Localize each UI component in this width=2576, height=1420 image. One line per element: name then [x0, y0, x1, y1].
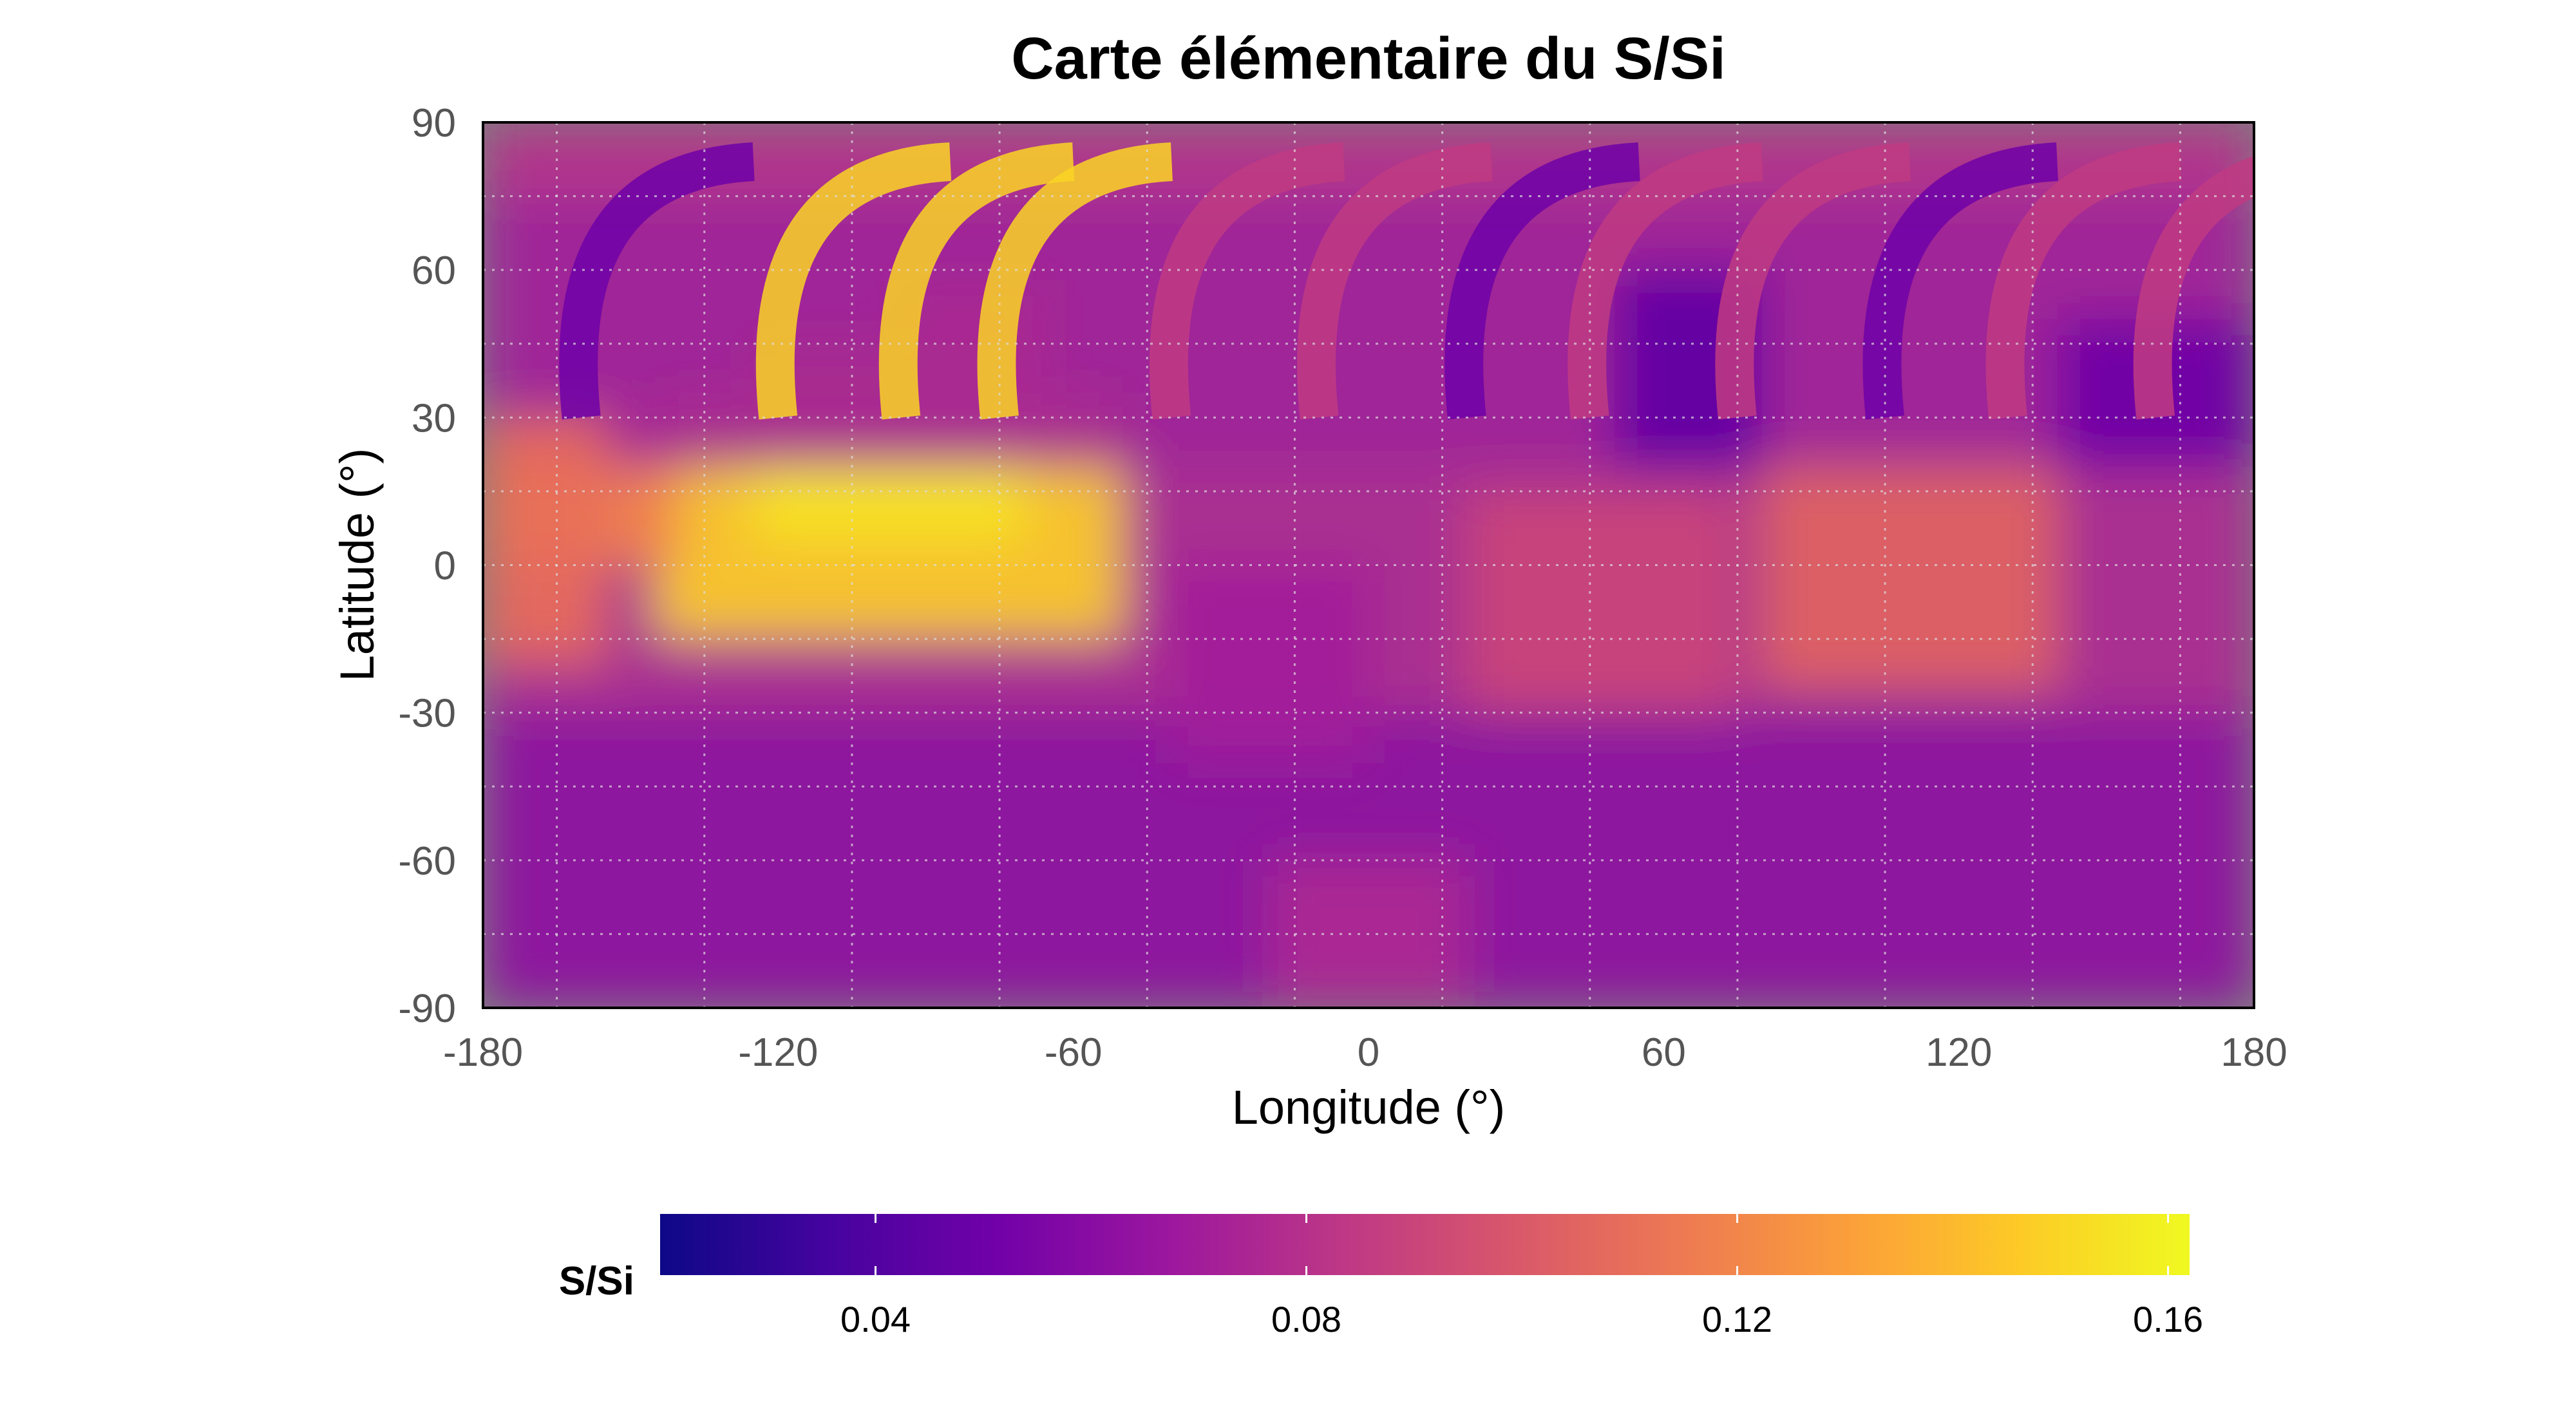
x-tick-label: 120 — [1926, 1030, 1992, 1075]
y-tick-label: 0 — [434, 544, 456, 589]
data-region — [483, 417, 606, 664]
orbit-track — [1149, 142, 1345, 420]
colorbar-tick-label: 0.12 — [1702, 1299, 1772, 1340]
colorbar: 0.04 0.08 0.12 0.16 S/Si — [559, 1214, 2203, 1340]
x-axis-label: Longitude (°) — [1232, 1081, 1506, 1134]
y-tick-label: 30 — [412, 396, 456, 440]
x-tick-label: -60 — [1045, 1030, 1103, 1075]
data-region — [1762, 466, 2058, 688]
plot-area — [483, 122, 2254, 1008]
orbit-track — [1297, 142, 1493, 420]
orbit-track — [2133, 156, 2254, 420]
data-region — [1171, 565, 1368, 762]
colorbar-tick-label: 0.08 — [1271, 1299, 1341, 1340]
data-region — [1466, 491, 1738, 713]
y-tick-label: -90 — [398, 987, 456, 1031]
plot-frame — [482, 121, 2255, 1009]
x-tick-label: 60 — [1642, 1030, 1686, 1075]
y-tick-label: 60 — [412, 249, 456, 293]
orbit-track — [1985, 142, 2182, 420]
x-tick-label: -120 — [738, 1030, 818, 1075]
colorbar-tick-label: 0.16 — [2133, 1299, 2203, 1340]
orbit-track — [1715, 142, 1911, 420]
colorbar-gradient — [660, 1214, 2190, 1275]
orbit-track — [559, 142, 755, 420]
orbit-track — [755, 142, 952, 420]
x-tick-label: 180 — [2221, 1030, 2287, 1075]
y-tick-label: -30 — [398, 692, 456, 736]
y-axis-label: Latitude (°) — [330, 448, 384, 682]
orbit-track — [1862, 142, 2059, 420]
colorbar-tick-label: 0.04 — [840, 1299, 911, 1340]
x-tick-label: 0 — [1358, 1030, 1379, 1075]
x-tick-label: -180 — [443, 1030, 523, 1075]
chart-title: Carte élémentaire du S/Si — [1011, 26, 1726, 91]
y-tick-label: -60 — [398, 839, 456, 884]
y-tick-label: 90 — [412, 101, 456, 146]
colorbar-label: S/Si — [559, 1259, 634, 1303]
orbit-track — [977, 142, 1173, 420]
orbit-track — [1444, 142, 1640, 420]
orbit-track — [878, 142, 1075, 420]
orbit-track — [1567, 142, 1763, 420]
